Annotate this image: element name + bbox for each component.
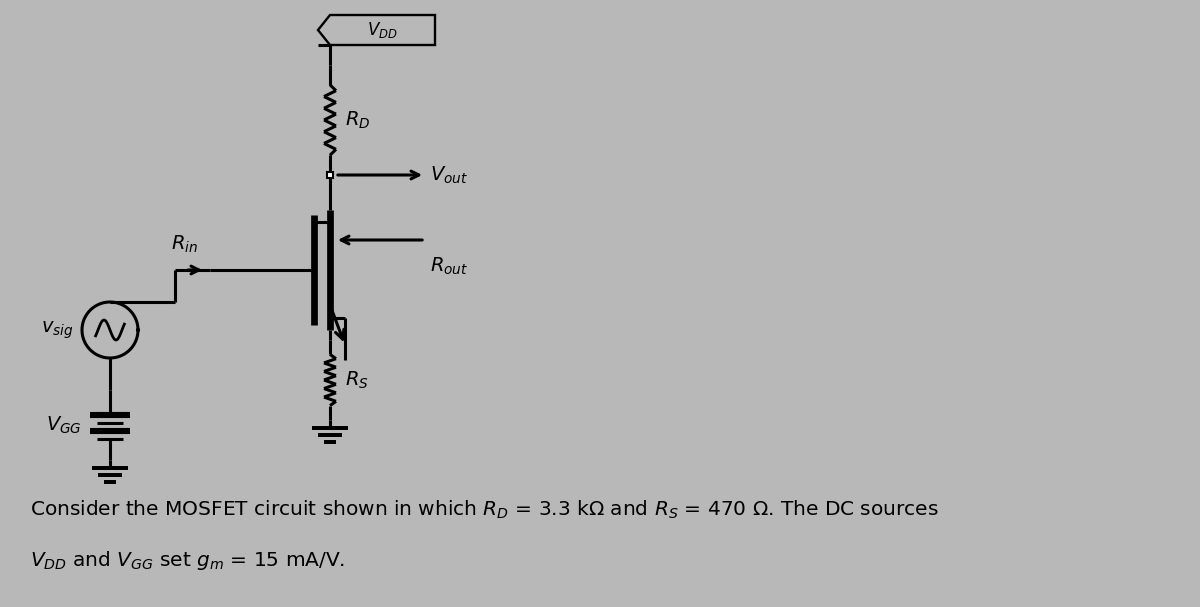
Text: Consider the MOSFET circuit shown in which $R_D$ = 3.3 k$\Omega$ and $R_S$ = 470: Consider the MOSFET circuit shown in whi… xyxy=(30,499,938,521)
Bar xyxy=(326,172,334,178)
Text: $R_{out}$: $R_{out}$ xyxy=(430,256,468,277)
Text: $V_{DD}$ and $V_{GG}$ set $g_m$ = 15 mA/V.: $V_{DD}$ and $V_{GG}$ set $g_m$ = 15 mA/… xyxy=(30,549,346,572)
Text: $V_{out}$: $V_{out}$ xyxy=(430,164,468,186)
Text: $V_{GG}$: $V_{GG}$ xyxy=(47,415,82,436)
Text: $R_{in}$: $R_{in}$ xyxy=(172,234,198,255)
Text: $R_D$: $R_D$ xyxy=(346,109,371,131)
Polygon shape xyxy=(318,15,436,45)
Text: $v_{sig}$: $v_{sig}$ xyxy=(42,319,74,341)
Text: $V_{DD}$: $V_{DD}$ xyxy=(367,20,397,40)
Text: $R_S$: $R_S$ xyxy=(346,369,368,391)
